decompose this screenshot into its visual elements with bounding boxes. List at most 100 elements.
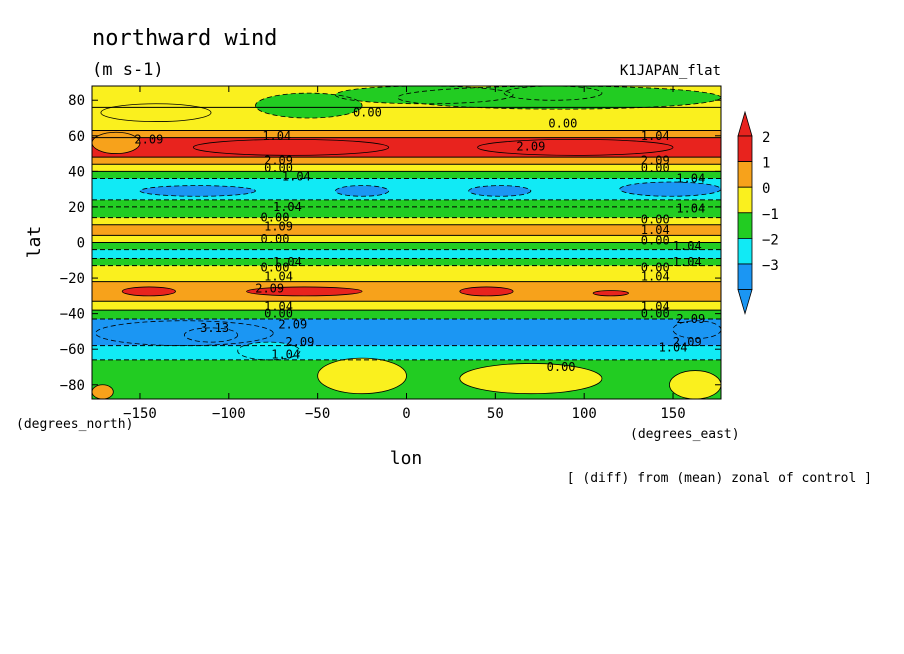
contour-label-5: 1.04	[641, 129, 670, 143]
contour-label-28: 1.04	[264, 300, 293, 314]
contour-region-outline-9	[335, 185, 390, 197]
contour-lines	[92, 86, 721, 399]
footnote: [ (diff) from (mean) zonal of control ]	[567, 471, 872, 486]
contour-label-13: 1.04	[676, 202, 705, 216]
y-tick-label-7: 60	[68, 129, 85, 145]
x-tick-label-5: 100	[572, 406, 597, 422]
contour-label-39: 0.00	[547, 360, 576, 374]
contour-band-12	[92, 235, 721, 243]
contour-band-7	[92, 178, 721, 200]
contour-label-0: 0.00	[353, 106, 382, 120]
contour-region-15	[593, 290, 629, 296]
contour-label-33: 0.00	[641, 307, 670, 321]
contour-region-9	[335, 185, 389, 197]
contour-region-outline-20	[317, 357, 407, 395]
contour-region-outline-8	[139, 185, 256, 197]
contour-band-1	[92, 107, 721, 131]
contour-region-outline-1	[503, 86, 603, 101]
contour-label-21: 1.04	[273, 255, 302, 269]
x-tick-label-2: −50	[305, 406, 330, 422]
contour-band-10	[92, 217, 721, 225]
contour-band-21	[92, 345, 721, 360]
x-tick-label-1: −100	[212, 406, 246, 422]
contour-label-34: 2.09	[676, 312, 705, 326]
contour-region-outline-21	[459, 363, 603, 395]
contour-region-7	[477, 139, 674, 156]
contour-region-outline-13	[246, 286, 363, 297]
contour-label-29: 0.00	[264, 307, 293, 321]
contour-band-13	[92, 242, 721, 250]
colorbar-top-arrow	[737, 110, 753, 137]
x-tick-label-0: −150	[123, 406, 157, 422]
contour-band-19	[92, 310, 721, 319]
x-axis-title: lon	[390, 448, 423, 469]
contour-label-23: 1.04	[264, 269, 293, 283]
contour-region-3	[397, 86, 721, 110]
contour-label-19: 0.00	[641, 234, 670, 248]
contour-region-outline-14	[459, 286, 514, 297]
x-tick-label-3: 0	[402, 406, 410, 422]
colorbar-swatch-2	[737, 186, 753, 214]
run-label: K1JAPAN_flat	[620, 63, 721, 79]
contour-label-14: 0.00	[261, 211, 290, 225]
colorbar-label-0: 2	[762, 130, 770, 146]
contour-label-9: 2.09	[641, 154, 670, 168]
contour-region-outline-12	[121, 286, 176, 297]
contour-region-14	[459, 286, 514, 296]
colorbar-label-1: 1	[762, 156, 770, 172]
contour-band-5	[92, 164, 721, 172]
colorbar-label-4: −2	[762, 232, 779, 248]
contour-label-3: 1.04	[262, 129, 291, 143]
contour-region-outline-6	[192, 138, 390, 156]
contour-label-20: 1.04	[673, 239, 702, 253]
colorbar-label-5: −3	[762, 258, 779, 274]
chart-subtitle-units: (m s-1)	[92, 60, 164, 80]
contour-region-outline-16	[95, 320, 274, 347]
contour-label-31: 3.13	[200, 321, 229, 335]
contour-band-18	[92, 301, 721, 311]
contour-label-32: 1.04	[641, 300, 670, 314]
contour-label-7: 0.00	[264, 161, 293, 175]
contour-region-13	[246, 286, 363, 296]
contour-region-4	[100, 103, 212, 122]
contour-label-30: 2.09	[278, 317, 307, 331]
contour-region-outline-4	[100, 103, 212, 122]
contour-label-15: 1.09	[264, 219, 293, 233]
contour-region-18	[673, 320, 721, 339]
contour-region-22	[669, 370, 721, 399]
y-tick-label-8: 80	[68, 93, 85, 109]
contour-region-outline-0	[255, 92, 363, 119]
contour-label-25: 1.04	[673, 255, 702, 269]
contour-region-11	[619, 182, 721, 197]
contour-region-outline-15	[592, 290, 630, 297]
y-tick-label-0: −80	[60, 378, 85, 394]
contour-region-20	[317, 358, 407, 394]
colorbar-swatch-5	[737, 263, 753, 291]
colorbar: 2 1 0 −1 −2 −3	[737, 110, 779, 316]
contour-region-outline-3	[397, 86, 721, 110]
contour-labels: 0.000.002.09 1.042.091.042.090.001.042.09…	[134, 106, 705, 374]
contour-label-24: 2.09	[255, 282, 284, 296]
contour-region-outline-11	[619, 181, 721, 197]
contour-band-8	[92, 199, 721, 207]
contour-band-2	[92, 130, 721, 138]
contour-band-22	[92, 359, 721, 399]
contour-label-4: 2.09	[516, 139, 545, 153]
contour-region-8	[139, 185, 256, 197]
contour-region-6	[193, 139, 389, 156]
y-tick-label-6: 40	[68, 164, 85, 180]
contour-band-6	[92, 171, 721, 179]
contour-region-23	[92, 384, 114, 399]
x-tick-label-4: 50	[487, 406, 504, 422]
contour-region-0	[255, 93, 363, 119]
contour-label-11: 1.04	[676, 171, 705, 185]
x-axis: −150 −100 −50 0 50 100 150	[123, 86, 686, 422]
contour-region-outline-19	[237, 341, 301, 361]
y-tick-label-3: −20	[60, 271, 85, 287]
contour-region-outline-7	[477, 138, 674, 156]
contour-band-4	[92, 157, 721, 165]
contour-label-8: 1.04	[282, 170, 311, 184]
contour-label-16: 0.00	[261, 232, 290, 246]
y-tick-label-1: −60	[60, 342, 85, 358]
